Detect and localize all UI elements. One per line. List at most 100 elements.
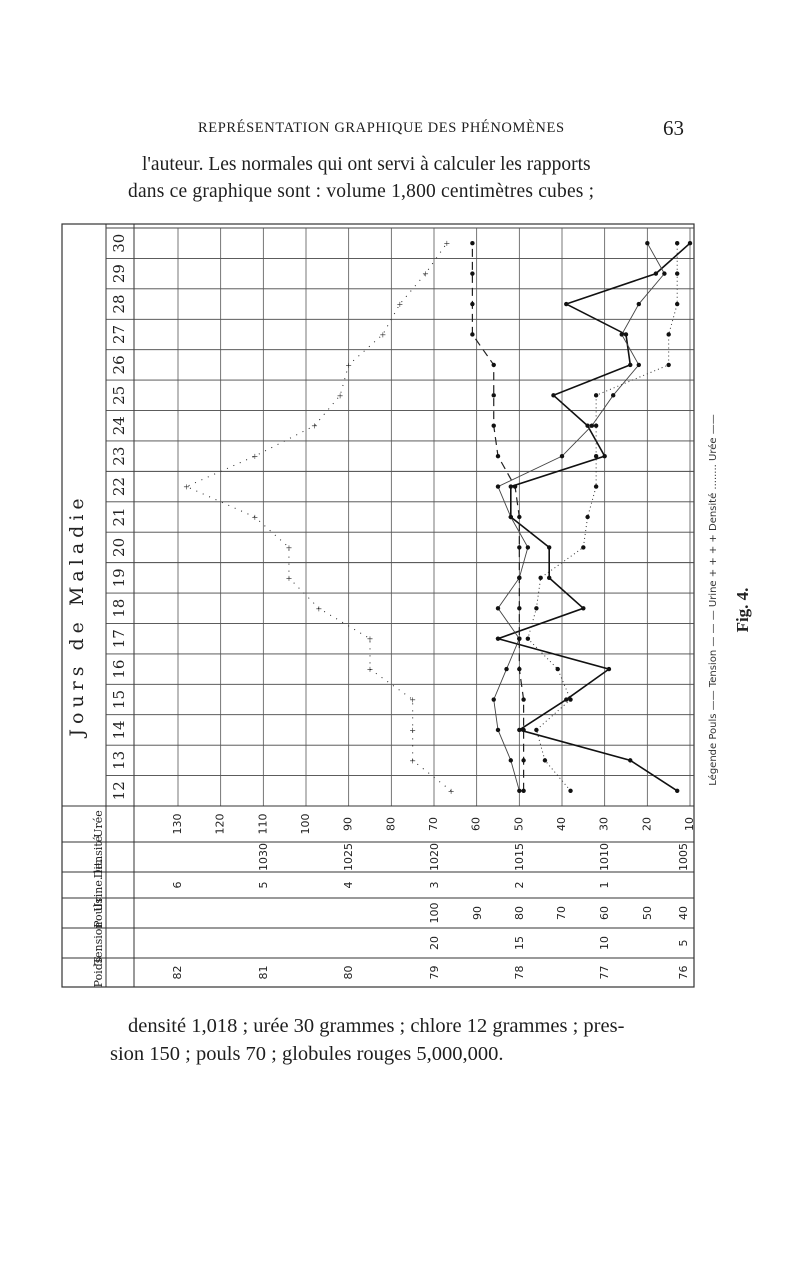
data-point — [521, 788, 526, 793]
data-point: + — [337, 390, 343, 402]
pouls-scale-label: 90 — [471, 906, 484, 920]
day-label: 27 — [110, 325, 128, 344]
data-point — [521, 697, 526, 702]
pouls-scale-label: 60 — [598, 906, 611, 920]
running-title: REPRÉSENTATION GRAPHIQUE DES PHÉNOMÈNES — [198, 120, 565, 136]
data-point — [593, 423, 599, 428]
data-point: + — [410, 695, 416, 707]
day-label: 17 — [110, 629, 128, 648]
data-point — [593, 453, 599, 459]
data-point — [495, 636, 501, 641]
data-point — [517, 788, 522, 793]
data-point: + — [183, 482, 189, 494]
data-point — [636, 301, 641, 307]
day-label: 30 — [110, 234, 128, 253]
data-point — [521, 758, 526, 763]
figure-caption: Fig. 4. — [733, 588, 752, 633]
data-point — [512, 484, 518, 489]
data-point — [568, 788, 573, 793]
day-label: 18 — [110, 599, 128, 618]
row-label: Pouls — [92, 898, 105, 928]
data-point — [559, 453, 565, 459]
uree-scale-label: 50 — [512, 817, 525, 831]
data-point — [538, 575, 543, 581]
data-point: + — [252, 512, 258, 524]
data-point — [568, 697, 573, 702]
chart-grid — [61, 223, 695, 988]
data-point — [547, 545, 552, 550]
data-point: + — [410, 725, 416, 737]
day-label: 22 — [110, 477, 128, 496]
paragraph-line: l'auteur. Les normales qui ont servi à c… — [142, 154, 591, 175]
days-header: Jours de Maladie — [66, 493, 88, 738]
data-point — [517, 727, 522, 733]
day-label: 29 — [110, 264, 128, 283]
day-label: 20 — [110, 538, 128, 557]
tension-scale-label: 5 — [677, 940, 690, 947]
data-point — [542, 758, 548, 763]
data-point — [534, 727, 539, 733]
data-point: + — [367, 664, 373, 676]
series-line-urine — [185, 242, 452, 792]
urine-scale-label: 4 — [342, 882, 355, 889]
paragraph-line: densité 1,018 ; urée 30 grammes ; chlore… — [128, 1015, 625, 1037]
running-header: REPRÉSENTATION GRAPHIQUE DES PHÉNOMÈNES … — [198, 116, 688, 142]
data-point: + — [316, 603, 322, 615]
densite-scale-label: 1015 — [513, 843, 526, 871]
day-label: 28 — [110, 295, 128, 314]
data-point — [525, 545, 531, 550]
day-label: 15 — [110, 690, 128, 709]
data-point — [675, 301, 680, 307]
data-point: + — [311, 421, 317, 433]
data-point — [581, 545, 586, 550]
data-point — [517, 545, 522, 550]
data-point — [517, 606, 522, 611]
row-label: Poids — [92, 957, 105, 987]
data-point — [495, 727, 501, 733]
data-point: + — [410, 755, 416, 767]
day-label: 16 — [110, 660, 128, 679]
day-label: 12 — [110, 781, 128, 800]
pouls-scale-label: 70 — [555, 906, 568, 920]
data-point — [517, 514, 522, 520]
uree-scale-label: 80 — [384, 817, 397, 831]
data-point — [653, 271, 659, 276]
data-point — [628, 362, 633, 368]
data-point — [517, 575, 522, 581]
data-point — [491, 393, 496, 398]
day-label: 23 — [110, 447, 128, 466]
day-label: 13 — [110, 751, 128, 770]
rotated-labels: Jours de Maladie Fig. 4. Légende Pouls —… — [66, 414, 752, 785]
data-point — [585, 423, 590, 428]
data-point — [495, 606, 501, 611]
figure-legend: Légende Pouls —— Tension — — — Urine + +… — [707, 414, 719, 785]
data-point — [675, 788, 680, 793]
poids-scale-label: 82 — [171, 966, 184, 980]
day-label: 26 — [110, 355, 128, 374]
urine-scale-label: 5 — [257, 882, 270, 889]
urine-scale-label: 2 — [513, 882, 526, 889]
data-point — [470, 271, 475, 276]
data-point — [593, 484, 599, 489]
data-point — [508, 484, 513, 489]
densite-scale-label: 1010 — [598, 843, 611, 871]
row-label: Densité — [92, 836, 105, 879]
data-point — [555, 666, 560, 672]
data-point — [611, 393, 616, 398]
data-point: + — [380, 329, 386, 341]
data-point — [585, 514, 590, 520]
pouls-scale-label: 50 — [641, 906, 654, 920]
uree-scale-label: 90 — [342, 817, 355, 831]
data-point — [551, 393, 556, 398]
densite-scale-label: 1020 — [428, 843, 441, 871]
data-point: + — [448, 786, 454, 798]
data-point — [564, 301, 569, 307]
uree-scale-label: 60 — [470, 817, 483, 831]
data-point: + — [252, 451, 258, 463]
uree-scale-label: 10 — [683, 817, 696, 831]
pouls-scale-label: 80 — [513, 906, 526, 920]
uree-scale-label: 20 — [640, 817, 653, 831]
day-label: 21 — [110, 507, 128, 526]
chart-labels: 12131415161718192021222324252627282930Ur… — [92, 234, 696, 988]
series-line-densité — [527, 243, 678, 792]
